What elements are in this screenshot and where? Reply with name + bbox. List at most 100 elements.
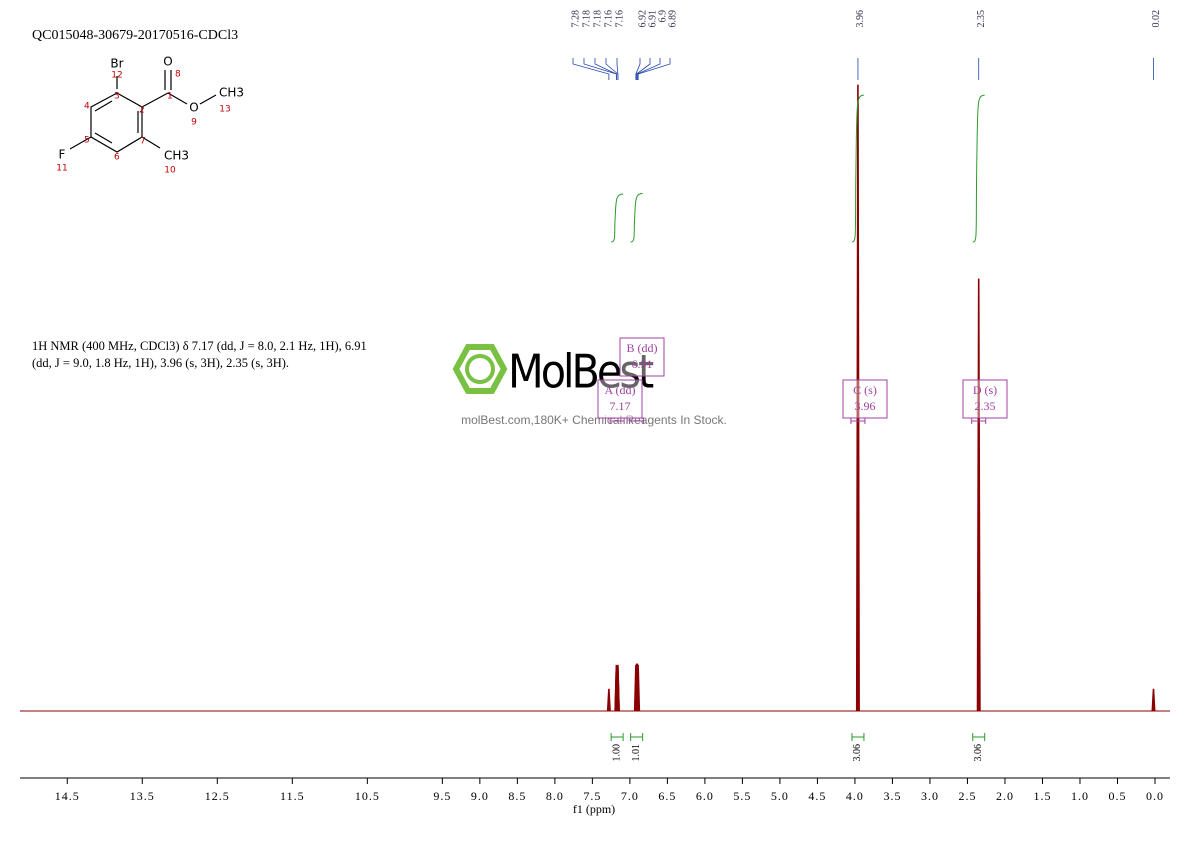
atom-labels: Br 12 O 8 3 2 1 4 5 6 7 9 O 13 CH3 F 11 … bbox=[56, 55, 244, 176]
atom: CH3 bbox=[164, 149, 189, 163]
multiplet-name: A (dd) bbox=[605, 383, 636, 397]
description: (dd, J = 9.0, 1.8 Hz, 1H), 3.96 (s, 3H),… bbox=[32, 356, 289, 370]
atom-number: 12 bbox=[111, 71, 122, 81]
brand: MolBest bbox=[508, 345, 654, 399]
peak-label-line bbox=[616, 58, 619, 80]
x-tick-label: 7.0 bbox=[621, 789, 639, 803]
atom-number: 6 bbox=[114, 153, 120, 163]
atom-number: 4 bbox=[84, 102, 90, 112]
x-tick-label: 8.0 bbox=[546, 789, 564, 803]
multiplet-shift: 6.91 bbox=[632, 357, 653, 371]
integral-label: 3.06 bbox=[852, 744, 863, 762]
multiplet-name: C (s) bbox=[853, 383, 877, 397]
x-tick-label: 3.5 bbox=[883, 789, 901, 803]
x-tick-label: 9.0 bbox=[471, 789, 489, 803]
integral-label: 3.06 bbox=[973, 744, 984, 762]
x-tick-label: 6.0 bbox=[696, 789, 714, 803]
atom-number: 7 bbox=[140, 137, 146, 147]
peak bbox=[615, 666, 620, 712]
atom: Br bbox=[110, 57, 123, 71]
x-tick-label: 0.5 bbox=[1108, 789, 1126, 803]
x-tick-label: 3.0 bbox=[921, 789, 939, 803]
peak-label-line bbox=[636, 58, 651, 80]
x-tick-label: 2.5 bbox=[958, 789, 976, 803]
peak-label: 7.18 bbox=[592, 10, 603, 28]
multiplet-name: D (s) bbox=[973, 383, 997, 397]
peak-label: 6.89 bbox=[667, 10, 678, 28]
peak bbox=[1151, 688, 1156, 712]
x-tick-label: 7.5 bbox=[583, 789, 601, 803]
peak-label: 7.18 bbox=[581, 10, 592, 28]
tagline: molBest.com,180K+ Chemical Reagents In S… bbox=[461, 413, 727, 427]
peak-label-line bbox=[572, 58, 610, 80]
x-tick-label: 4.5 bbox=[808, 789, 826, 803]
peak bbox=[976, 278, 981, 712]
peak bbox=[636, 664, 641, 712]
x-tick-label: 10.5 bbox=[355, 789, 380, 803]
multiplet-range bbox=[629, 418, 645, 424]
multiplet-range bbox=[609, 418, 625, 424]
x-tick-label: 4.0 bbox=[846, 789, 864, 803]
multiplet-range bbox=[850, 418, 866, 424]
x-tick-label: 13.5 bbox=[130, 789, 155, 803]
multiplet-box bbox=[842, 379, 888, 419]
multiplet-shift: 7.17 bbox=[610, 399, 631, 413]
x-tick-label: 5.5 bbox=[733, 789, 751, 803]
integral-bracket bbox=[972, 733, 986, 741]
integral-bracket bbox=[630, 733, 644, 741]
multiplet-box bbox=[619, 337, 665, 377]
atom-number: 10 bbox=[164, 166, 176, 176]
multiplet-box bbox=[597, 379, 643, 419]
x-tick-label: 14.5 bbox=[55, 789, 80, 803]
x-tick-label: 0.0 bbox=[1146, 789, 1164, 803]
multiplet-name: B (dd) bbox=[627, 341, 658, 355]
x-tick-label: 9.5 bbox=[433, 789, 451, 803]
peak-label: 6.92 bbox=[637, 10, 648, 28]
integral-label: 1.00 bbox=[611, 744, 622, 762]
multiplet-box bbox=[962, 379, 1008, 419]
peak-label: 3.96 bbox=[855, 10, 866, 28]
structure bbox=[69, 70, 217, 153]
x-tick-label: 11.5 bbox=[280, 789, 305, 803]
x-tick-label: 6.5 bbox=[658, 789, 676, 803]
integral-label: 1.01 bbox=[631, 744, 642, 762]
atom-number: 5 bbox=[84, 136, 90, 146]
logo bbox=[465, 354, 495, 384]
peak-label-line bbox=[635, 58, 641, 80]
x-tick-label: 8.5 bbox=[508, 789, 526, 803]
peak-label-line bbox=[636, 58, 661, 80]
multiplet-range bbox=[971, 418, 987, 424]
atom: O bbox=[163, 55, 172, 69]
peak bbox=[606, 688, 611, 712]
x-tick-label: 5.0 bbox=[771, 789, 789, 803]
atom-number: 9 bbox=[191, 118, 197, 128]
atom: O bbox=[189, 101, 198, 115]
atom: F bbox=[59, 148, 66, 162]
atom-number: 3 bbox=[114, 92, 120, 102]
x-tick-label: 12.5 bbox=[205, 789, 230, 803]
watermark: MolBest molBest.com,180K+ Chemical Reage… bbox=[452, 344, 727, 427]
peak-label: 0.02 bbox=[1151, 10, 1162, 28]
peak bbox=[855, 84, 860, 712]
integral-curve bbox=[611, 193, 624, 243]
peak-label: 7.16 bbox=[614, 10, 625, 28]
chart-title: QC015048-30679-20170516-CDCl3 bbox=[32, 28, 238, 43]
peak-label: 6.9 bbox=[657, 10, 668, 23]
x-tick-label: 1.0 bbox=[1071, 789, 1089, 803]
peak-label: 2.35 bbox=[976, 10, 987, 28]
integral-curve bbox=[972, 94, 985, 243]
multiplet-shift: 3.96 bbox=[855, 399, 876, 413]
integral-curve bbox=[851, 94, 864, 243]
description: 1H NMR (400 MHz, CDCl3) δ 7.17 (dd, J = … bbox=[32, 339, 367, 353]
multiplet-shift: 2.35 bbox=[975, 399, 996, 413]
atom-number: 13 bbox=[219, 105, 230, 115]
bonds bbox=[69, 70, 217, 150]
x-tick-label: 1.5 bbox=[1033, 789, 1051, 803]
peak-label: 7.16 bbox=[603, 10, 614, 28]
peak-label-line bbox=[637, 58, 671, 80]
ring bbox=[90, 92, 143, 153]
integral-bracket bbox=[610, 733, 624, 741]
atom: CH3 bbox=[219, 86, 244, 100]
atom-number: 1 bbox=[167, 92, 173, 102]
integral-curve bbox=[630, 193, 643, 243]
